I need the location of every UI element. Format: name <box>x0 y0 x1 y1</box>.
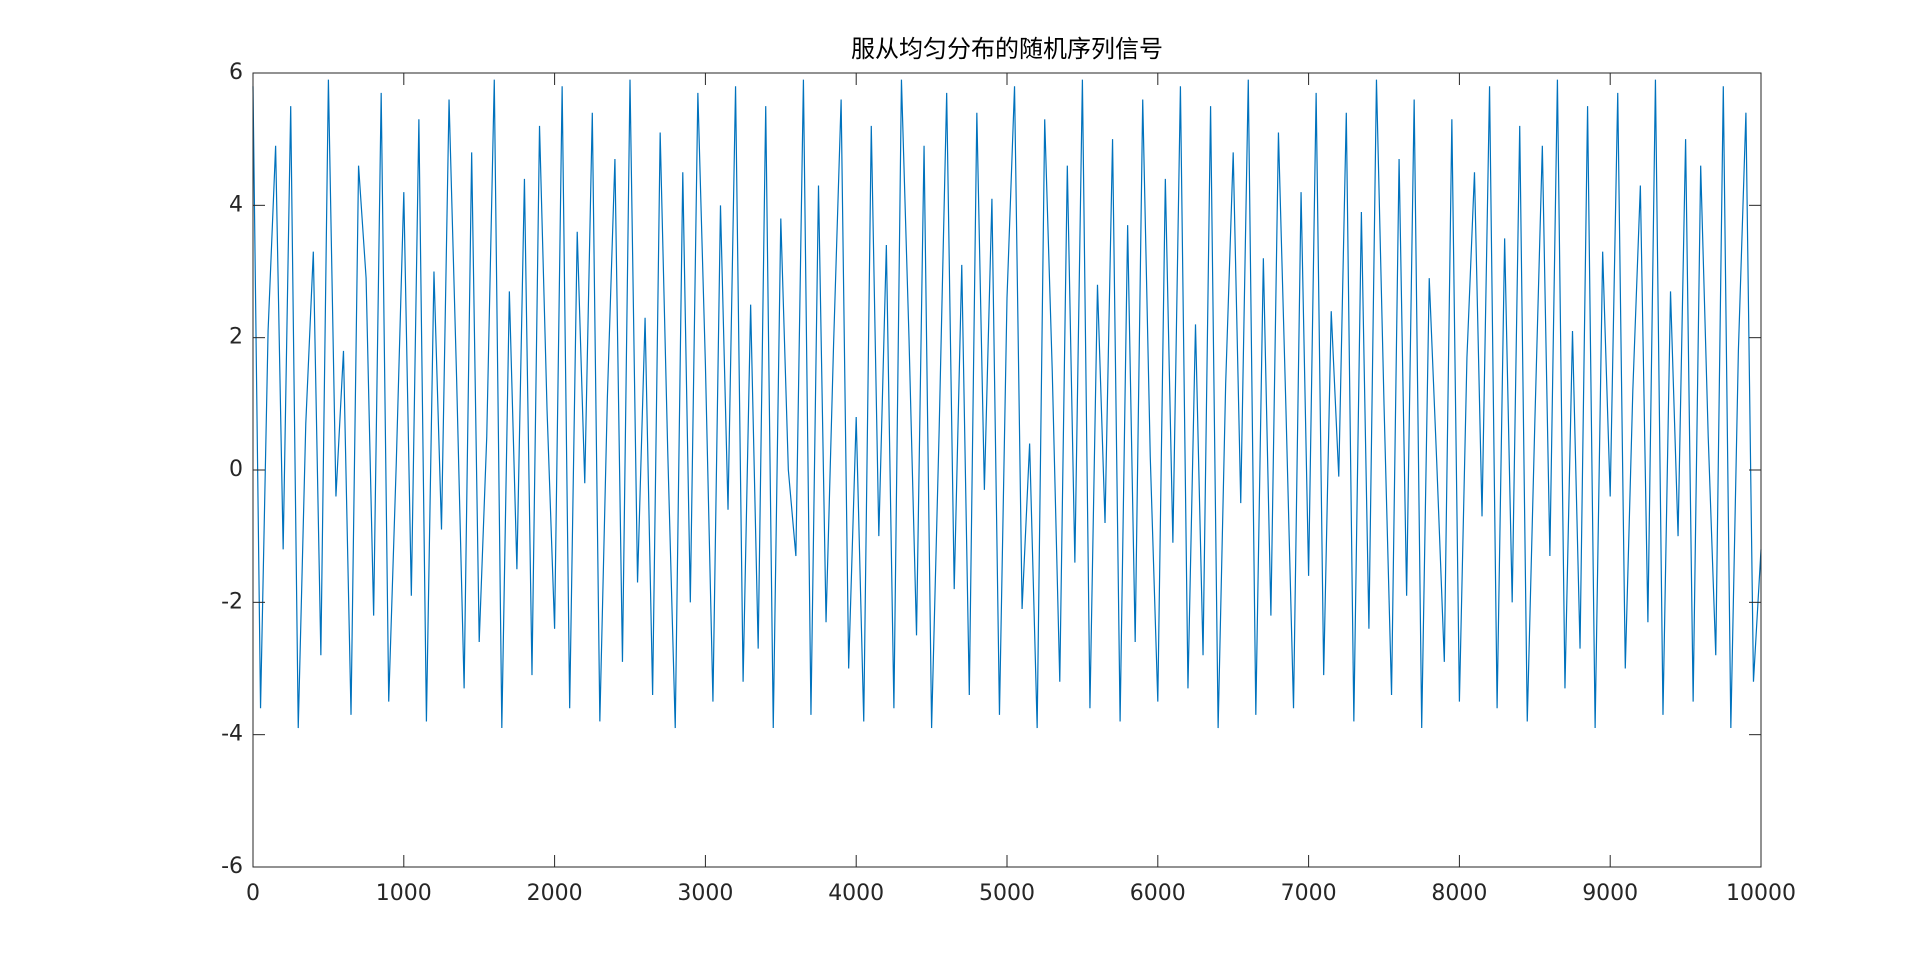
x-tick-label: 4000 <box>828 881 884 906</box>
y-tick-label: -2 <box>221 589 243 614</box>
y-tick-label: -4 <box>221 722 243 747</box>
data-line <box>252 79 1762 729</box>
x-tick-label: 0 <box>246 881 260 906</box>
x-tick-label: 2000 <box>527 881 583 906</box>
x-tick-label: 7000 <box>1281 881 1337 906</box>
x-tick-label: 1000 <box>376 881 432 906</box>
y-tick-label: 6 <box>229 60 243 85</box>
x-tick-label: 8000 <box>1431 881 1487 906</box>
x-tick-label: 10000 <box>1726 881 1796 906</box>
chart-title: 服从均匀分布的随机序列信号 <box>851 35 1163 63</box>
y-tick-label: 2 <box>229 325 243 350</box>
y-tick-label: 4 <box>229 192 243 217</box>
x-tick-label: 5000 <box>979 881 1035 906</box>
y-tick-label: -6 <box>221 854 243 879</box>
y-tick-label: 0 <box>229 457 243 482</box>
x-tick-label: 6000 <box>1130 881 1186 906</box>
x-tick-label: 3000 <box>677 881 733 906</box>
x-tick-label: 9000 <box>1582 881 1638 906</box>
axes-box <box>252 72 1762 868</box>
